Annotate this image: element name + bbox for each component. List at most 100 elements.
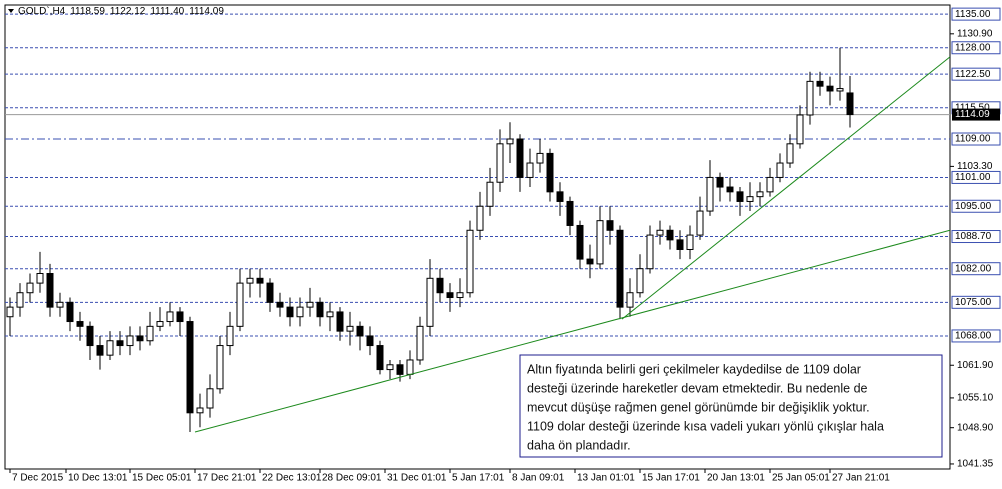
candle-body: [696, 210, 704, 236]
candle-body: [226, 325, 234, 347]
level-tag: [951, 41, 1001, 55]
level-tag: [951, 295, 1001, 309]
candle-body: [446, 292, 454, 299]
candle-body: [516, 138, 524, 178]
level-tag: [951, 329, 1001, 343]
x-tick-label: 8 Jan 09:01: [512, 473, 565, 484]
x-tick-label: 10 Dec 13:01: [68, 473, 128, 484]
candle-body: [286, 306, 294, 318]
candle-body: [776, 162, 784, 178]
candle-body: [716, 176, 724, 188]
candle-body: [536, 152, 544, 164]
candle-body: [176, 311, 184, 323]
candle-body: [26, 282, 34, 294]
candle-body: [216, 345, 224, 390]
candle-body: [476, 205, 484, 231]
y-tick-label: 1103.30: [957, 161, 993, 172]
level-tag: [951, 230, 1001, 244]
y-tick-label: 1130.90: [957, 28, 993, 39]
level-label: 1115.50: [955, 102, 990, 113]
candle-body: [36, 273, 44, 284]
level-tag: [951, 7, 1001, 21]
level-label: 1128.00: [955, 42, 991, 53]
candle-body: [626, 292, 634, 308]
candle-body: [196, 407, 204, 414]
x-tick-label: 31 Dec 01:01: [387, 473, 447, 484]
menu-arrow[interactable]: [8, 9, 14, 13]
x-tick-label: 7 Dec 2015: [12, 473, 64, 484]
candle-body: [766, 176, 774, 193]
level-label: 1109.00: [955, 134, 991, 145]
candle-body: [206, 388, 214, 409]
candle-body: [756, 191, 764, 198]
level-tag: [951, 67, 1001, 81]
candle-body: [106, 340, 114, 356]
x-tick-label: 20 Jan 13:01: [707, 473, 765, 484]
level-label: 1135.00: [955, 9, 991, 20]
candle-body: [506, 138, 514, 145]
candle-body: [586, 258, 594, 265]
candle-body: [296, 306, 304, 318]
current-price-tag: [952, 108, 1000, 121]
candle-body: [666, 229, 674, 241]
candle-body: [456, 292, 464, 299]
annotation-box: [519, 354, 943, 458]
candle-body: [526, 162, 534, 178]
candle-body: [56, 301, 64, 308]
candle-body: [246, 277, 254, 284]
candle-body: [136, 335, 144, 342]
level-label: 1088.70: [955, 231, 992, 242]
candle-body: [376, 345, 384, 371]
candle-body: [806, 80, 814, 116]
candle-body: [96, 345, 104, 356]
candle-body: [116, 340, 124, 347]
candle-body: [746, 196, 754, 202]
level-tag: [951, 132, 1001, 146]
annotation-line: daha ön plandadır.: [527, 438, 631, 452]
candle-body: [416, 325, 424, 361]
candle-body: [256, 277, 264, 284]
candle-body: [466, 229, 474, 294]
candle-body: [396, 364, 404, 375]
candle-body: [486, 181, 494, 207]
candle-body: [406, 359, 414, 375]
candle-body: [336, 311, 344, 332]
candle-body: [436, 277, 444, 294]
candle-body: [786, 143, 794, 164]
x-tick-label: 15 Jan 17:01: [642, 473, 700, 484]
candle-body: [796, 114, 804, 145]
candle-body: [126, 335, 134, 347]
candle-body: [156, 321, 164, 327]
x-tick-label: 27 Jan 21:01: [832, 473, 890, 484]
level-tag: [951, 170, 1001, 184]
candle-body: [836, 88, 844, 92]
candle-body: [366, 335, 374, 347]
x-tick-label: 17 Dec 21:01: [197, 473, 257, 484]
candle-body: [576, 224, 584, 260]
annotation-line: mevcut düşüşe rağmen genel görünümde bir…: [527, 400, 870, 414]
x-tick-label: 15 Dec 05:01: [132, 473, 192, 484]
candle-body: [86, 325, 94, 347]
candle-body: [426, 277, 434, 327]
header-price: 1114.09: [189, 6, 224, 17]
candle-body: [496, 143, 504, 183]
candle-body: [656, 229, 664, 236]
trendline: [194, 229, 950, 433]
candle-body: [606, 220, 614, 231]
candle-body: [186, 321, 194, 414]
candle-body: [356, 325, 364, 337]
level-tag: [951, 262, 1001, 276]
candle-body: [736, 191, 744, 202]
x-tick-label: 13 Jan 01:01: [577, 473, 635, 484]
candle-body: [596, 220, 604, 265]
candle-body: [566, 200, 574, 226]
candle-body: [76, 321, 84, 327]
candle-body: [316, 301, 324, 318]
level-label: 1082.00: [955, 263, 992, 274]
level-label: 1122.50: [955, 69, 991, 80]
candle-body: [556, 191, 564, 202]
candle-body: [166, 311, 174, 323]
x-tick-label: 5 Jan 17:01: [452, 473, 505, 484]
header-price: 1122.12: [110, 6, 146, 17]
candle-body: [346, 325, 354, 332]
